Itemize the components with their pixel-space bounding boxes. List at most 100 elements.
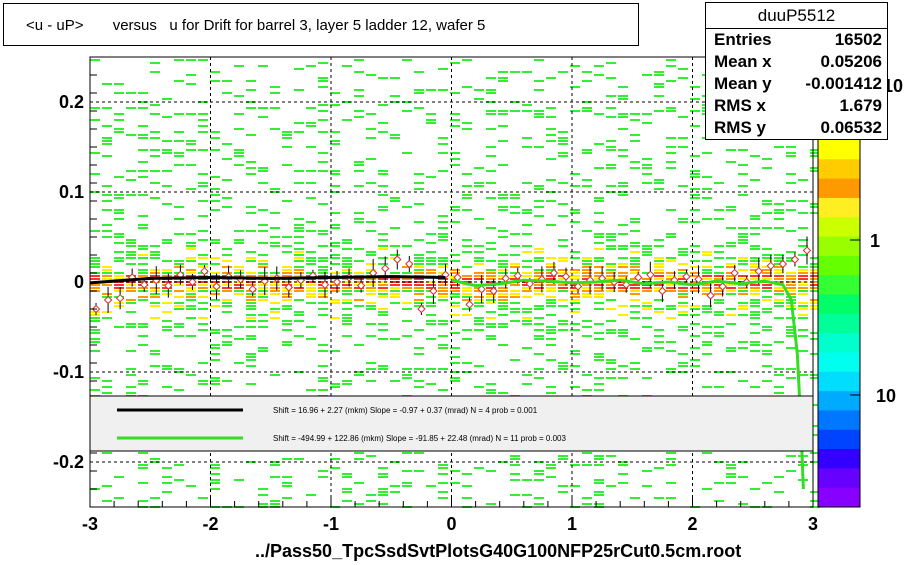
heatmap-cell: [462, 293, 472, 295]
heatmap-cell: [438, 89, 448, 91]
heatmap-cell: [618, 464, 628, 466]
heatmap-cell: [102, 125, 112, 127]
heatmap-cell: [318, 269, 328, 271]
heatmap-cell: [126, 254, 136, 256]
heatmap-cell: [114, 92, 124, 94]
heatmap-cell: [318, 389, 328, 391]
heatmap-cell: [462, 485, 472, 487]
heatmap-cell: [270, 284, 280, 286]
heatmap-cell: [270, 476, 280, 478]
heatmap-cell: [630, 260, 640, 262]
palette-band: [818, 159, 860, 180]
y-tick-label: 0.1: [59, 182, 84, 202]
heatmap-cell: [222, 80, 232, 82]
heatmap-cell: [630, 242, 640, 244]
heatmap-cell: [306, 230, 316, 232]
heatmap-cell: [522, 224, 532, 226]
heatmap-cell: [786, 155, 796, 157]
heatmap-cell: [762, 344, 772, 346]
heatmap-cell: [114, 476, 124, 478]
heatmap-cell: [378, 104, 388, 106]
heatmap-cell: [318, 476, 328, 478]
heatmap-cell: [258, 275, 268, 277]
heatmap-cell: [270, 92, 280, 94]
heatmap-cell: [702, 308, 712, 310]
heatmap-cell: [702, 260, 712, 262]
profile-point: [489, 286, 498, 296]
fit-curve-black: [89, 275, 446, 285]
heatmap-cell: [546, 269, 556, 271]
heatmap-cell: [414, 305, 424, 307]
heatmap-cell: [510, 101, 520, 103]
heatmap-cell: [270, 272, 280, 274]
heatmap-cell: [246, 314, 256, 316]
heatmap-cell: [138, 134, 148, 136]
heatmap-cell: [558, 215, 568, 217]
heatmap-cell: [306, 260, 316, 262]
heatmap-cell: [726, 347, 736, 349]
heatmap-cell: [330, 227, 340, 229]
heatmap-cell: [450, 371, 460, 373]
heatmap-cell: [210, 176, 220, 178]
heatmap-cell: [594, 74, 604, 76]
heatmap-cell: [438, 170, 448, 172]
heatmap-cell: [498, 344, 508, 346]
heatmap-cell: [318, 272, 328, 274]
heatmap-cell: [150, 350, 160, 352]
heatmap-cell: [210, 188, 220, 190]
heatmap-cell: [318, 344, 328, 346]
heatmap-cell: [534, 110, 544, 112]
heatmap-cell: [222, 299, 232, 301]
heatmap-cell: [198, 149, 208, 151]
heatmap-cell: [750, 269, 760, 271]
profile-point: [381, 264, 390, 273]
heatmap-cell: [762, 284, 772, 286]
heatmap-cell: [702, 287, 712, 289]
fit-legend: Shift = 16.96 + 2.27 (mkm) Slope = -0.97…: [89, 395, 814, 452]
heatmap-cell: [174, 164, 184, 166]
heatmap-cell: [762, 200, 772, 202]
fit-legend-label-black: Shift = 16.96 + 2.27 (mkm) Slope = -0.97…: [273, 406, 538, 415]
heatmap-cell: [714, 284, 724, 286]
heatmap-cell: [186, 113, 196, 115]
heatmap-cell: [354, 371, 364, 373]
heatmap-cell: [354, 221, 364, 223]
heatmap-cell: [702, 452, 712, 454]
heatmap-cell: [558, 365, 568, 367]
heatmap-cell: [414, 107, 424, 109]
heatmap-cell: [462, 281, 472, 283]
heatmap-cell: [558, 287, 568, 289]
heatmap-cell: [474, 329, 484, 331]
heatmap-cell: [678, 296, 688, 298]
heatmap-cell: [162, 365, 172, 367]
profile-point: [164, 281, 173, 290]
heatmap-cell: [450, 314, 460, 316]
heatmap-cell: [450, 482, 460, 484]
heatmap-cell: [150, 62, 160, 64]
heatmap-cell: [750, 311, 760, 313]
heatmap-cell: [546, 290, 556, 292]
heatmap-cell: [666, 308, 676, 310]
heatmap-cell: [594, 113, 604, 115]
heatmap-cell: [630, 134, 640, 136]
heatmap-cell: [306, 290, 316, 292]
heatmap-cell: [270, 227, 280, 229]
y-tick-label: -0.2: [53, 452, 84, 472]
heatmap-cell: [174, 296, 184, 298]
heatmap-cell: [198, 182, 208, 184]
heatmap-cell: [714, 332, 724, 334]
heatmap-cell: [606, 239, 616, 241]
heatmap-cell: [534, 503, 544, 505]
heatmap-cell: [390, 281, 400, 283]
heatmap-cell: [210, 275, 220, 277]
heatmap-cell: [234, 293, 244, 295]
heatmap-cell: [702, 176, 712, 178]
heatmap-cell: [618, 194, 628, 196]
heatmap-cell: [198, 380, 208, 382]
stats-label: Mean y: [714, 74, 772, 93]
heatmap-cell: [570, 464, 580, 466]
heatmap-cell: [318, 296, 328, 298]
heatmap-cell: [414, 470, 424, 472]
heatmap-cell: [606, 167, 616, 169]
heatmap-cell: [234, 65, 244, 67]
